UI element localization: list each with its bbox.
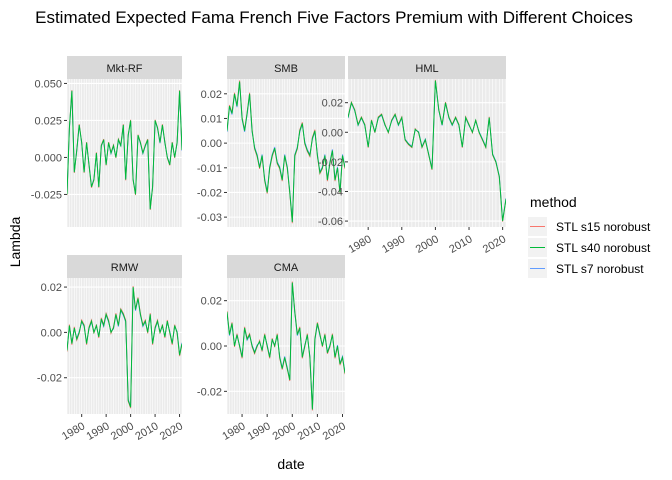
y-tick-label: 0.00 bbox=[201, 341, 222, 353]
x-tick-label: 2020 bbox=[158, 420, 185, 443]
y-tick-label: -0.02 bbox=[197, 386, 222, 398]
x-tick-label: 2020 bbox=[321, 420, 348, 443]
panel-background bbox=[348, 79, 506, 227]
series-line-stl-s40-norobust bbox=[67, 90, 182, 210]
x-tick-label: 1980 bbox=[60, 420, 87, 443]
y-tick-label: -0.03 bbox=[197, 212, 222, 224]
panel-mkt-rf: Mkt-RF 0.050 0.025 0.000 -0.025 bbox=[31, 56, 183, 227]
facet-strip bbox=[348, 56, 506, 79]
y-tick-label: -0.01 bbox=[197, 163, 222, 175]
y-tick-label: -0.02 bbox=[197, 187, 222, 199]
x-tick-label: 2010 bbox=[447, 233, 474, 256]
y-tick-label: 0.000 bbox=[34, 152, 62, 164]
y-tick-label: -0.025 bbox=[31, 189, 62, 201]
x-tick-label: 2010 bbox=[296, 420, 323, 443]
x-tick-label: 1990 bbox=[380, 233, 407, 256]
x-tick-label: 1990 bbox=[84, 420, 111, 443]
facet-strip-label: RMW bbox=[111, 262, 139, 274]
y-tick-label: 0.00 bbox=[322, 127, 343, 139]
facet-strip-label: HML bbox=[415, 63, 438, 75]
facet-strip-label: Mkt-RF bbox=[106, 63, 142, 75]
facet-strip bbox=[227, 56, 345, 79]
y-tick-label: -0.02 bbox=[37, 373, 62, 385]
x-tick-label: 2000 bbox=[414, 233, 441, 256]
legend-label: STL s7 norobust bbox=[556, 262, 644, 276]
y-tick-label: 0.00 bbox=[41, 327, 62, 339]
x-axis-title: date bbox=[277, 456, 304, 472]
y-tick-label: 0.02 bbox=[322, 98, 343, 110]
legend-label: STL s15 norobust bbox=[556, 220, 651, 234]
x-tick-label: 1990 bbox=[245, 420, 272, 443]
facet-strip bbox=[227, 255, 345, 278]
facet-strip bbox=[67, 56, 182, 79]
x-tick-label: 2020 bbox=[481, 233, 508, 256]
facet-panels: Mkt-RF 0.050 0.025 0.000 -0.025 SMB 0.02 0.01 0.… bbox=[31, 56, 508, 443]
x-tick-label: 2000 bbox=[271, 420, 298, 443]
x-tick-label: 1980 bbox=[220, 420, 247, 443]
y-tick-label: -0.02 bbox=[318, 157, 343, 169]
y-tick-label: 0.00 bbox=[201, 138, 222, 150]
y-tick-label: -0.04 bbox=[318, 186, 343, 198]
x-tick-label: 1980 bbox=[346, 233, 373, 256]
y-axis-title: Lambda bbox=[7, 216, 23, 267]
facet-strip-label: CMA bbox=[274, 262, 299, 274]
legend-label: STL s40 norobust bbox=[556, 241, 651, 255]
x-tick-label: 2000 bbox=[109, 420, 136, 443]
panel-background bbox=[67, 278, 182, 414]
y-tick-label: 0.01 bbox=[201, 113, 222, 125]
facet-strip-label: SMB bbox=[274, 63, 298, 75]
series-line-stl-s40-norobust bbox=[227, 282, 345, 410]
y-tick-label: 0.02 bbox=[201, 89, 222, 101]
y-tick-label: 0.025 bbox=[34, 115, 62, 127]
y-tick-label: 0.050 bbox=[34, 78, 62, 90]
series-line-stl-s40-norobust bbox=[348, 80, 506, 222]
facet-strip bbox=[67, 255, 182, 278]
series-line-stl-s40-norobust bbox=[227, 81, 345, 223]
y-tick-label: 0.02 bbox=[41, 282, 62, 294]
panel-background bbox=[227, 79, 345, 227]
legend-title: method bbox=[530, 194, 577, 210]
x-tick-label: 2010 bbox=[133, 420, 160, 443]
series-line-stl-s40-norobust bbox=[67, 287, 182, 408]
chart-title: Estimated Expected Fama French Five Fact… bbox=[35, 8, 633, 27]
panel-smb: SMB 0.02 0.01 0.00 -0.01 -0.02 -0.03 bbox=[197, 56, 346, 227]
y-tick-label: -0.06 bbox=[318, 216, 343, 228]
y-tick-label: 0.02 bbox=[201, 296, 222, 308]
legend: method STL s15 norobust STL s40 norobust S… bbox=[528, 194, 651, 278]
